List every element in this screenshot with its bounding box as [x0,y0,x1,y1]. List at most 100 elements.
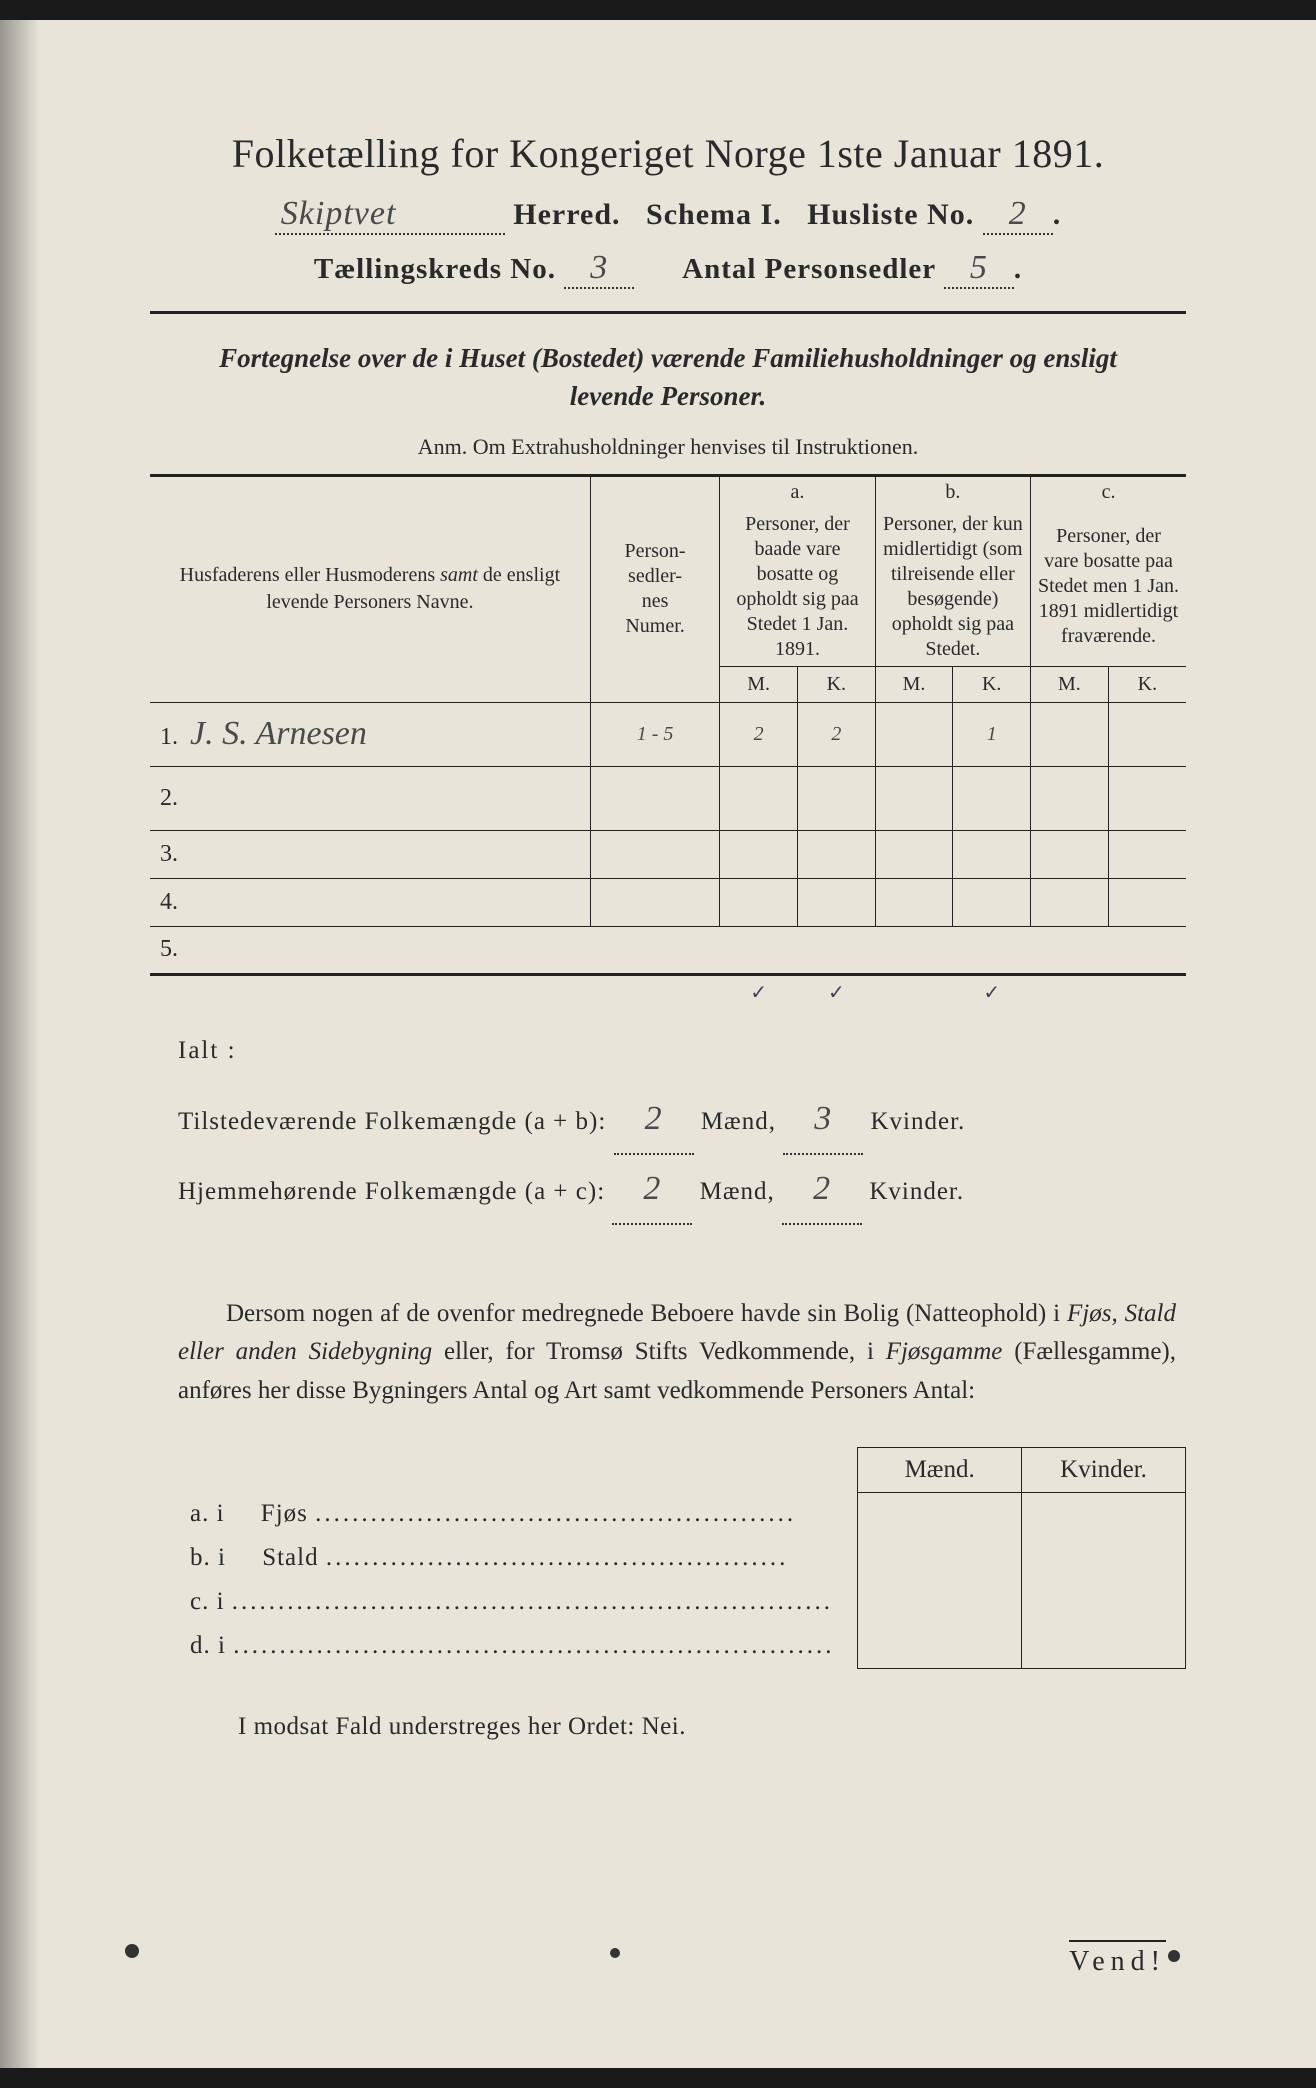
antal-label: Antal Personsedler [682,253,935,285]
cell [1031,830,1109,878]
lower-val-k [1022,1492,1186,1536]
cell [875,830,953,878]
main-title: Folketælling for Kongeriget Norge 1ste J… [150,130,1186,177]
group-c-text: Personer, der vare bosatte paa Stedet me… [1031,508,1186,667]
cell [720,926,798,974]
schema-label: Schema I. [646,198,782,231]
table-row: 1. J. S. Arnesen 1 - 5 2 2 1 [150,702,1186,766]
subtitle-line2: levende Personer. [570,381,766,411]
cell [953,830,1031,878]
lower-val-m [858,1536,1022,1580]
totals-2-label: Hjemmehørende Folkemængde (a + c): [178,1178,605,1205]
dots: ........................................… [233,1632,834,1659]
col-a-m: M. [720,666,798,702]
punch-hole [610,1948,620,1958]
cell [1108,766,1186,830]
cell [1108,830,1186,878]
totals-1-m: 2 [614,1085,694,1155]
cell [875,926,953,974]
header-block: Folketælling for Kongeriget Norge 1ste J… [150,130,1186,289]
cell [953,926,1031,974]
col-a-k: K. [797,666,875,702]
col-c-k: K. [1108,666,1186,702]
totals-2-k-label: Kvinder. [869,1178,964,1205]
totals-block: Tilstedeværende Folkemængde (a + b): 2 M… [178,1085,1186,1225]
main-table: Husfaderens eller Husmoderens samt de en… [150,474,1186,1009]
col-c-m: M. [1031,666,1109,702]
cell [1031,926,1109,974]
row-num: 1. [160,724,178,750]
cell [1108,926,1186,974]
group-b-text: Personer, der kun midlertidigt (som tilr… [875,508,1030,667]
census-form-page: Folketælling for Kongeriget Norge 1ste J… [0,20,1316,2068]
lower-row: a. i Fjøs ..............................… [150,1492,1186,1536]
totals-line-2: Hjemmehørende Folkemængde (a + c): 2 Mæn… [178,1155,1186,1225]
subtitle-line1: Fortegnelse over de i Huset (Bostedet) v… [219,343,1117,373]
lower-label: c. i ...................................… [150,1580,858,1624]
lower-val-m [858,1580,1022,1624]
lower-label: d. i ...................................… [150,1624,858,1668]
lower-label: b. i Stald .............................… [150,1536,858,1580]
check-row: ✓ ✓ ✓ [150,974,1186,1009]
cell [1031,766,1109,830]
lower-table: Mænd. Kvinder. a. i Fjøs ...............… [150,1447,1186,1669]
cell [590,926,720,974]
divider-1 [150,311,1186,314]
lower-name: Stald [262,1544,318,1571]
cell [797,830,875,878]
lower-val-m [858,1492,1022,1536]
lower-col-kvinder: Kvinder. [1022,1447,1186,1492]
lower-name: Fjøs [261,1500,308,1527]
punch-hole [125,1944,139,1958]
anm-note: Anm. Om Extrahusholdninger henvises til … [150,434,1186,460]
herred-label: Herred. [513,198,620,231]
ialt-label: Ialt : [178,1037,1186,1065]
row-name: J. S. Arnesen [190,715,367,752]
row-num: 5. [150,926,590,974]
check-mark: ✓ [953,974,1031,1009]
lower-prefix: c. i [190,1588,225,1615]
lower-prefix: d. i [190,1632,226,1659]
table-row: 5. [150,926,1186,974]
col-header-names: Husfaderens eller Husmoderens samt de en… [150,475,590,702]
table-row: 4. [150,878,1186,926]
antal-value: 5 [944,249,1014,289]
cell [590,830,720,878]
totals-1-m-label: Mænd, [701,1108,776,1135]
lower-prefix: a. i [190,1500,225,1527]
kreds-label: Tællingskreds No. [314,253,556,285]
cell [875,878,953,926]
cell-b-k: 1 [953,702,1031,766]
cell-b-m [875,702,953,766]
row-num: 4. [150,878,590,926]
header-line-3: Tællingskreds No. 3 Antal Personsedler 5… [150,249,1186,289]
cell [953,766,1031,830]
shadow-edge [0,20,40,2068]
cell [1108,878,1186,926]
husliste-label: Husliste No. [807,198,974,231]
husliste-value: 2 [983,195,1053,235]
col-header-numer: Person- sedler- nes Numer. [590,475,720,702]
lower-row: c. i ...................................… [150,1580,1186,1624]
cell-numer: 1 - 5 [590,702,720,766]
check-mark [875,974,953,1009]
row-label: 1. J. S. Arnesen [150,702,590,766]
cell [720,830,798,878]
lower-prefix: b. i [190,1544,226,1571]
cell [797,926,875,974]
cell-c-k [1108,702,1186,766]
nei-line: I modsat Fald understreges her Ordet: Ne… [238,1713,1186,1741]
cell-a-k: 2 [797,702,875,766]
totals-2-m: 2 [612,1155,692,1225]
herred-value: Skiptvet [275,195,505,235]
cell [720,878,798,926]
table-row: 3. [150,830,1186,878]
group-a-label: a. [720,475,875,508]
kreds-value: 3 [564,249,634,289]
lower-label: a. i Fjøs ..............................… [150,1492,858,1536]
row-num: 2. [150,766,590,830]
cell [720,766,798,830]
lower-row: d. i ...................................… [150,1624,1186,1668]
check-mark: ✓ [720,974,798,1009]
col-b-m: M. [875,666,953,702]
